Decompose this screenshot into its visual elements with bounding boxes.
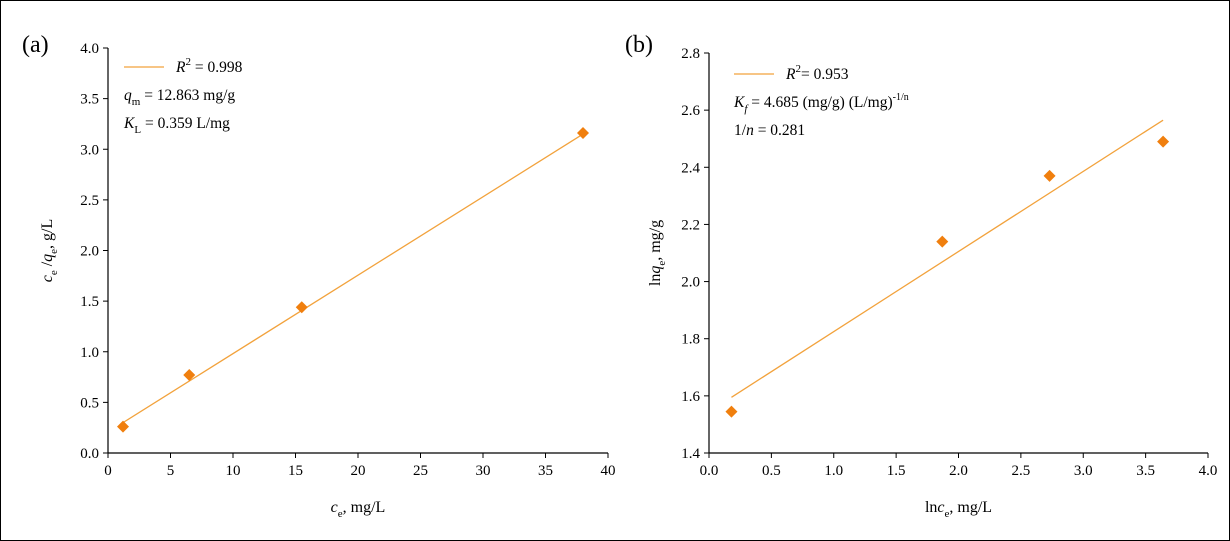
y-tick-label: 1.4: [681, 446, 700, 462]
data-point-b: [1043, 169, 1056, 182]
y-tick-label: 0.5: [80, 395, 99, 411]
y-tick-label: 1.8: [681, 332, 700, 348]
y-tick-label: 3.0: [80, 142, 99, 158]
data-point-b: [936, 235, 949, 248]
x-tick-label: 10: [226, 463, 241, 479]
x-tick-label: 30: [476, 463, 491, 479]
y-tick-label: 2.8: [681, 46, 700, 62]
y-tick-label: 2.2: [681, 217, 700, 233]
legend-entry-a-2: qm = 12.863 mg/g: [124, 87, 235, 108]
x-tick-label: 1.5: [887, 463, 906, 479]
fit-line-a: [122, 133, 584, 424]
x-tick-label: 25: [413, 463, 428, 479]
x-tick-label: 3.0: [1074, 463, 1093, 479]
data-point-a: [183, 369, 196, 382]
y-tick-label: 4.0: [80, 41, 99, 57]
legend-entry-b-3: 1/n = 0.281: [734, 122, 805, 139]
panel-label-a: (a): [22, 32, 49, 58]
x-tick-label: 2.0: [949, 463, 968, 479]
y-tick-label: 2.6: [681, 103, 700, 119]
y-tick-label: 3.5: [80, 92, 99, 108]
x-tick-label: 20: [351, 463, 366, 479]
data-point-b: [725, 405, 738, 418]
legend-entry-a-3: KL = 0.359 L/mg: [123, 115, 230, 136]
x-tick-label: 0.5: [762, 463, 781, 479]
x-tick-label: 0: [104, 463, 112, 479]
chart-panel-a: 0 5 10 15 20 25 30 35 40 0.0 0.5 1.0 1.5 2.0 2.5 3.0 3.5…: [22, 32, 616, 520]
y-tick-label: 2.0: [80, 244, 99, 260]
x-axis-title-a: ce, mg/L: [331, 499, 386, 520]
x-tick-label: 15: [288, 463, 303, 479]
y-tick-label: 0.0: [80, 446, 99, 462]
x-tick-label: 1.0: [824, 463, 843, 479]
data-point-a: [117, 420, 129, 433]
y-tick-label: 2.5: [80, 193, 99, 209]
x-tick-label: 0.0: [700, 463, 719, 479]
x-tick-label: 3.5: [1136, 463, 1155, 479]
data-point-a: [577, 127, 589, 140]
x-tick-label: 35: [538, 463, 553, 479]
data-point-a: [295, 301, 308, 314]
y-tick-label: 1.6: [681, 389, 700, 405]
x-axis-title-b: lnce, mg/L: [925, 499, 992, 520]
x-tick-label: 5: [167, 463, 175, 479]
x-tick-label: 40: [601, 463, 616, 479]
legend-entry-a-1: R2 = 0.998: [175, 56, 243, 76]
panel-label-b: (b): [625, 32, 653, 58]
fit-line-b: [731, 119, 1164, 398]
y-tick-label: 2.4: [681, 160, 700, 176]
legend-entry-b-1: R2= 0.953: [785, 63, 849, 83]
legend-entry-b-2: Kf = 4.685 (mg/g) (L/mg)-1/n: [733, 92, 909, 115]
data-point-b: [1157, 135, 1170, 148]
x-tick-label: 4.0: [1199, 463, 1218, 479]
y-axis-title-b: lnqe, mg/g: [647, 220, 668, 286]
y-tick-label: 1.5: [80, 294, 99, 310]
y-axis-title-a: ce /qe, g/L: [39, 219, 60, 283]
y-tick-label: 2.0: [681, 275, 700, 291]
chart-panel-b: 0.0 0.5 1.0 1.5 2.0 2.5 3.0 3.5 4.0 1.4 1.6 1.8 2.0 2…: [625, 32, 1217, 520]
x-tick-label: 2.5: [1012, 463, 1031, 479]
y-tick-label: 1.0: [80, 345, 99, 361]
